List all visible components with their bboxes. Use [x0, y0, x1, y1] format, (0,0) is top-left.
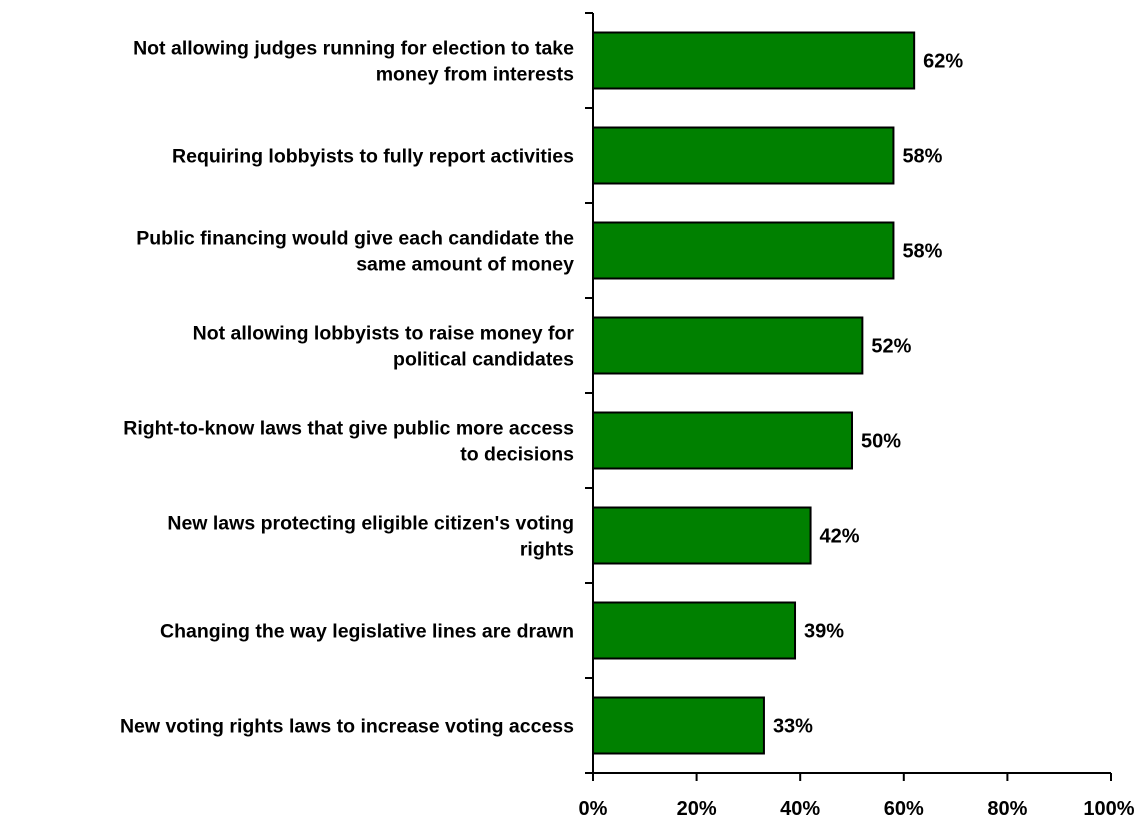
- bar: [592, 316, 864, 375]
- category-label: New laws protecting eligible citizen's v…: [167, 513, 574, 561]
- data-label: 58%: [902, 241, 942, 263]
- category-label-line: same amount of money: [356, 254, 574, 276]
- category-labels: Not allowing judges running for election…: [120, 38, 574, 738]
- x-tick-labels: 0% 20% 40% 60% 80% 100%: [579, 798, 1135, 820]
- category-label-line: Requiring lobbyists to fully report acti…: [172, 146, 574, 168]
- x-tick-label: 0%: [579, 798, 608, 820]
- category-label-line: Public financing would give each candida…: [136, 228, 574, 250]
- category-label-line: New laws protecting eligible citizen's v…: [167, 513, 574, 535]
- category-label: Not allowing judges running for election…: [133, 38, 574, 86]
- category-label-line: Right-to-know laws that give public more…: [123, 418, 574, 440]
- category-label-line: New voting rights laws to increase votin…: [120, 716, 574, 738]
- data-label: 52%: [871, 336, 911, 358]
- category-label-line: Not allowing judges running for election…: [133, 38, 574, 60]
- category-label-line: Changing the way legislative lines are d…: [160, 621, 574, 643]
- bar: [592, 696, 765, 755]
- category-label-line: Not allowing lobbyists to raise money fo…: [193, 323, 575, 345]
- data-label: 50%: [861, 431, 901, 453]
- bar: [592, 126, 895, 185]
- data-label: 42%: [820, 526, 860, 548]
- category-label: Requiring lobbyists to fully report acti…: [172, 146, 574, 168]
- x-tick-label: 20%: [677, 798, 717, 820]
- x-tick-label: 80%: [987, 798, 1027, 820]
- data-label: 39%: [804, 621, 844, 643]
- data-label: 62%: [923, 51, 963, 73]
- category-label: Public financing would give each candida…: [136, 228, 574, 276]
- bar: [592, 221, 895, 280]
- bar: [592, 31, 916, 90]
- data-label: 58%: [902, 146, 942, 168]
- category-label: Changing the way legislative lines are d…: [160, 621, 574, 643]
- category-label: Right-to-know laws that give public more…: [123, 418, 574, 466]
- bar: [592, 601, 797, 660]
- category-label: Not allowing lobbyists to raise money fo…: [193, 323, 575, 371]
- category-label-line: political candidates: [393, 349, 574, 371]
- category-label-line: rights: [520, 539, 574, 561]
- data-label: 33%: [773, 716, 813, 738]
- category-label-line: to decisions: [460, 444, 574, 466]
- bars-group: [592, 31, 916, 755]
- x-tick-label: 100%: [1083, 798, 1134, 820]
- x-tick-label: 60%: [884, 798, 924, 820]
- category-label-line: money from interests: [376, 64, 574, 86]
- value-labels: 62% 58% 58% 52% 50% 42% 39% 33%: [773, 51, 963, 738]
- bar: [592, 411, 853, 470]
- axes-group: [585, 12, 1112, 781]
- x-tick-label: 40%: [780, 798, 820, 820]
- bar: [592, 506, 812, 565]
- category-label: New voting rights laws to increase votin…: [120, 716, 574, 738]
